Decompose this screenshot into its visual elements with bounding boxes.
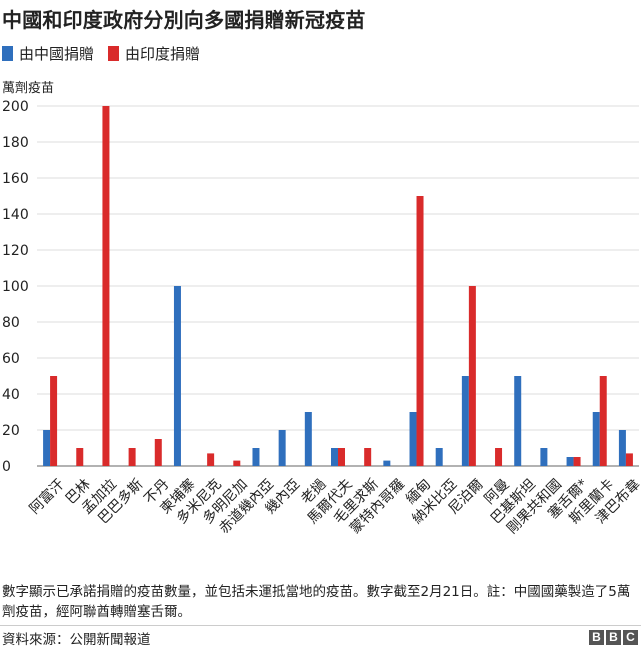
bar-india <box>625 453 633 466</box>
bar-china <box>435 448 443 466</box>
legend-item-india: 由印度捐贈 <box>108 43 200 64</box>
bar-china <box>278 430 286 466</box>
bar-china <box>514 376 522 466</box>
bar-india <box>76 448 84 466</box>
bar-india <box>338 448 345 466</box>
bar-india <box>102 106 110 466</box>
bar-china <box>592 412 600 466</box>
x-tick-label: 阿富汗 <box>26 476 68 518</box>
source-note: 資料來源：公開新聞報道 <box>2 632 151 648</box>
bar-china <box>618 430 626 466</box>
y-tick-label: 100 <box>2 279 29 295</box>
bar-india <box>364 448 372 466</box>
y-tick-label: 200 <box>2 99 29 115</box>
bar-china <box>304 412 312 466</box>
bar-china <box>331 448 338 466</box>
y-tick-label: 60 <box>2 351 20 367</box>
legend-swatch-china <box>2 46 13 61</box>
bar-china <box>383 460 391 466</box>
bar-china <box>409 412 417 466</box>
legend: 由中國捐贈 由印度捐贈 <box>2 43 214 64</box>
bar-india <box>233 460 241 466</box>
bar-china <box>540 448 548 466</box>
bar-india <box>468 286 476 466</box>
bar-china <box>43 430 51 466</box>
bar-india <box>128 448 136 466</box>
bars <box>43 106 633 466</box>
legend-swatch-india <box>108 46 120 61</box>
bar-india <box>50 376 58 466</box>
y-axis-tick-labels: 0 20 40 60 80 100 120 140 160 180 200 <box>2 99 29 475</box>
bar-india <box>599 376 607 466</box>
bar-india <box>416 196 424 466</box>
y-tick-label: 120 <box>2 243 29 259</box>
bbc-logo-letter: B <box>606 630 621 645</box>
bar-india <box>573 457 581 466</box>
bbc-logo-letter: B <box>589 630 604 645</box>
bbc-logo-letter: C <box>623 630 638 645</box>
gridlines <box>37 105 639 467</box>
y-tick-label: 180 <box>2 135 29 151</box>
bar-india <box>207 453 215 466</box>
bar-china <box>461 376 469 466</box>
bar-india <box>154 439 162 466</box>
bar-china <box>252 448 260 466</box>
y-tick-label: 80 <box>2 315 20 331</box>
bar-china <box>566 457 574 466</box>
chart-title: 中國和印度政府分別向多國捐贈新冠疫苗 <box>2 8 366 32</box>
x-axis-tick-labels: 阿富汗巴林孟加拉巴巴多斯不丹柬埔寨多米尼克多明尼加赤道幾內亞幾內亞老撾馬爾代夫毛… <box>26 476 641 538</box>
y-tick-label: 20 <box>2 423 20 439</box>
legend-label-china: 由中國捐贈 <box>19 45 95 63</box>
bbc-logo: B B C <box>587 630 638 645</box>
footnote: 數字顯示已承諾捐贈的疫苗數量，並包括未運抵當地的疫苗。數字截至2月21日。註：中… <box>2 584 631 620</box>
bar-chart: 0 20 40 60 80 100 120 140 160 180 200 阿富汗巴林孟加拉巴巴多斯… <box>2 99 641 538</box>
y-tick-label: 160 <box>2 171 29 187</box>
y-tick-label: 0 <box>2 459 11 475</box>
bar-india <box>495 448 503 466</box>
y-axis-unit-label: 萬劑疫苗 <box>2 81 55 96</box>
legend-item-china: 由中國捐贈 <box>2 43 94 64</box>
legend-label-india: 由印度捐贈 <box>125 45 201 63</box>
source-divider <box>0 625 641 626</box>
y-tick-label: 40 <box>2 387 20 403</box>
bar-china <box>173 286 181 466</box>
y-tick-label: 140 <box>2 207 29 223</box>
